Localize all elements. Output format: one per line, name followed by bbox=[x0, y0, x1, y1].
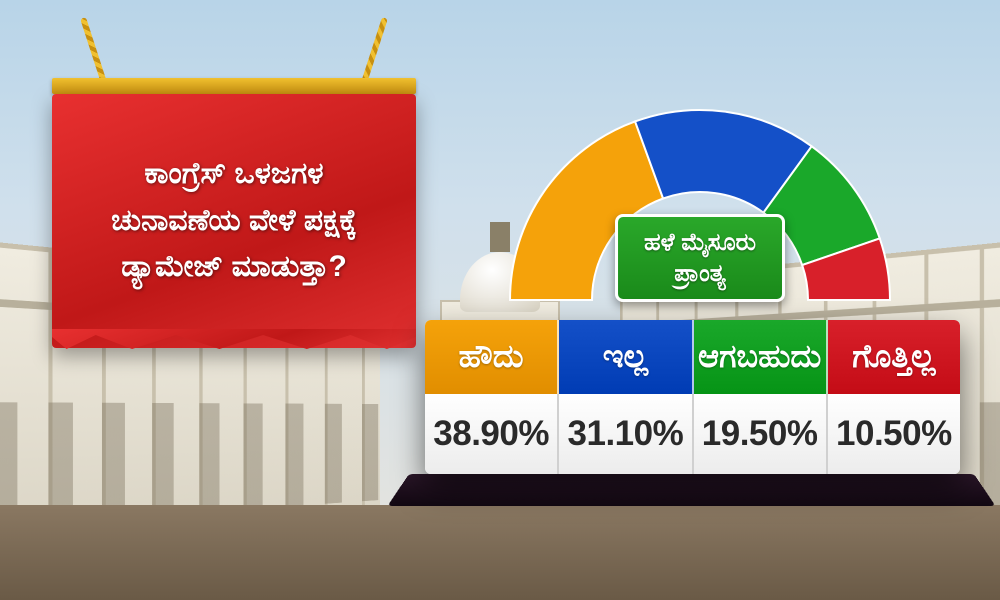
option-value-3: 10.50% bbox=[828, 394, 960, 474]
option-labels-row: ಹೌದುಇಲ್ಲಆಗಬಹುದುಗೊತ್ತಿಲ್ಲ bbox=[425, 320, 960, 394]
option-value-2: 19.50% bbox=[694, 394, 828, 474]
poll-gauge-area: ಹಳೆ ಮೈಸೂರು ಪ್ರಾಂತ್ಯ bbox=[470, 60, 930, 320]
results-panel: ಹೌದುಇಲ್ಲಆಗಬಹುದುಗೊತ್ತಿಲ್ಲ 38.90%31.10%19.… bbox=[425, 320, 960, 474]
region-line-1: ಹಳೆ ಮೈಸೂರು bbox=[644, 227, 756, 258]
floor bbox=[0, 505, 1000, 600]
option-label-1: ಇಲ್ಲ bbox=[559, 320, 693, 394]
option-label-3: ಗೊತ್ತಿಲ್ಲ bbox=[828, 320, 960, 394]
region-line-2: ಪ್ರಾಂತ್ಯ bbox=[644, 258, 756, 289]
option-label-0: ಹೌದು bbox=[425, 320, 559, 394]
option-value-0: 38.90% bbox=[425, 394, 559, 474]
option-value-1: 31.10% bbox=[559, 394, 693, 474]
panel-shadow-slab bbox=[388, 474, 996, 506]
region-badge: ಹಳೆ ಮೈಸೂರು ಪ್ರಾಂತ್ಯ bbox=[615, 214, 785, 302]
option-label-2: ಆಗಬಹುದು bbox=[694, 320, 828, 394]
option-values-row: 38.90%31.10%19.50%10.50% bbox=[425, 394, 960, 474]
